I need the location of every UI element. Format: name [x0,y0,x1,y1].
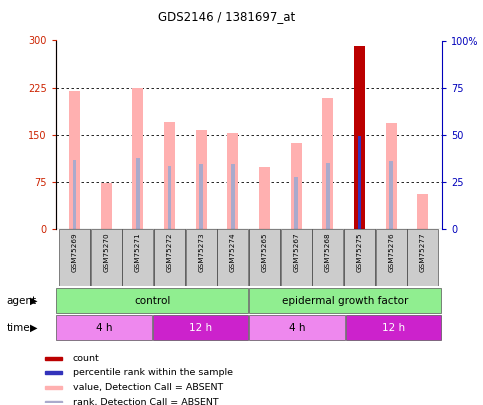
Bar [259,167,270,229]
Bar [136,158,140,229]
Text: control: control [134,296,170,306]
Bar [231,164,235,229]
Bar [45,357,62,360]
Text: count: count [72,354,99,362]
Bar [294,177,298,229]
Text: value, Detection Call = ABSENT: value, Detection Call = ABSENT [72,383,223,392]
Bar [346,315,441,341]
Bar [358,136,361,229]
Bar [45,401,62,404]
Text: GSM75277: GSM75277 [420,233,426,273]
Bar [164,122,175,229]
Text: GSM75274: GSM75274 [230,233,236,273]
Bar [72,160,76,229]
Bar [199,164,203,229]
Bar [186,229,217,286]
Text: epidermal growth factor: epidermal growth factor [282,296,409,306]
Text: GSM75268: GSM75268 [325,233,331,273]
Bar [249,229,280,286]
Bar [249,288,441,313]
Text: GDS2146 / 1381697_at: GDS2146 / 1381697_at [158,10,296,23]
Bar [122,229,154,286]
Bar [354,46,365,229]
Text: rank, Detection Call = ABSENT: rank, Detection Call = ABSENT [72,398,218,405]
Bar [56,288,248,313]
Bar [196,130,207,229]
Bar [132,87,143,229]
Text: GSM75272: GSM75272 [167,233,172,273]
Text: GSM75276: GSM75276 [388,233,394,273]
Text: percentile rank within the sample: percentile rank within the sample [72,369,232,377]
Text: GSM75271: GSM75271 [135,233,141,273]
Bar [249,315,345,341]
Bar [227,133,239,229]
Text: 12 h: 12 h [382,323,405,333]
Text: GSM75269: GSM75269 [71,233,78,273]
Bar [56,315,152,341]
Bar [59,229,90,286]
Bar [326,163,330,229]
Bar [322,98,333,229]
Bar [45,386,62,389]
Bar [100,183,112,229]
Text: ▶: ▶ [30,296,38,306]
Text: 4 h: 4 h [96,323,112,333]
Bar [417,194,428,229]
Bar [153,315,248,341]
Bar [408,229,439,286]
Bar [389,161,393,229]
Text: time: time [6,323,30,333]
Text: GSM75273: GSM75273 [198,233,204,273]
Text: 4 h: 4 h [289,323,305,333]
Bar [168,166,171,229]
Bar [45,371,62,374]
Bar [154,229,185,286]
Text: agent: agent [6,296,36,306]
Bar [376,229,407,286]
Bar [91,229,122,286]
Bar [281,229,312,286]
Text: GSM75265: GSM75265 [262,233,268,273]
Bar [69,91,80,229]
Bar [386,124,397,229]
Text: GSM75270: GSM75270 [103,233,109,273]
Bar [313,229,343,286]
Text: ▶: ▶ [30,323,38,333]
Bar [291,143,302,229]
Text: GSM75275: GSM75275 [356,233,363,273]
Bar [217,229,248,286]
Text: 12 h: 12 h [189,323,212,333]
Text: GSM75267: GSM75267 [293,233,299,273]
Bar [344,229,375,286]
